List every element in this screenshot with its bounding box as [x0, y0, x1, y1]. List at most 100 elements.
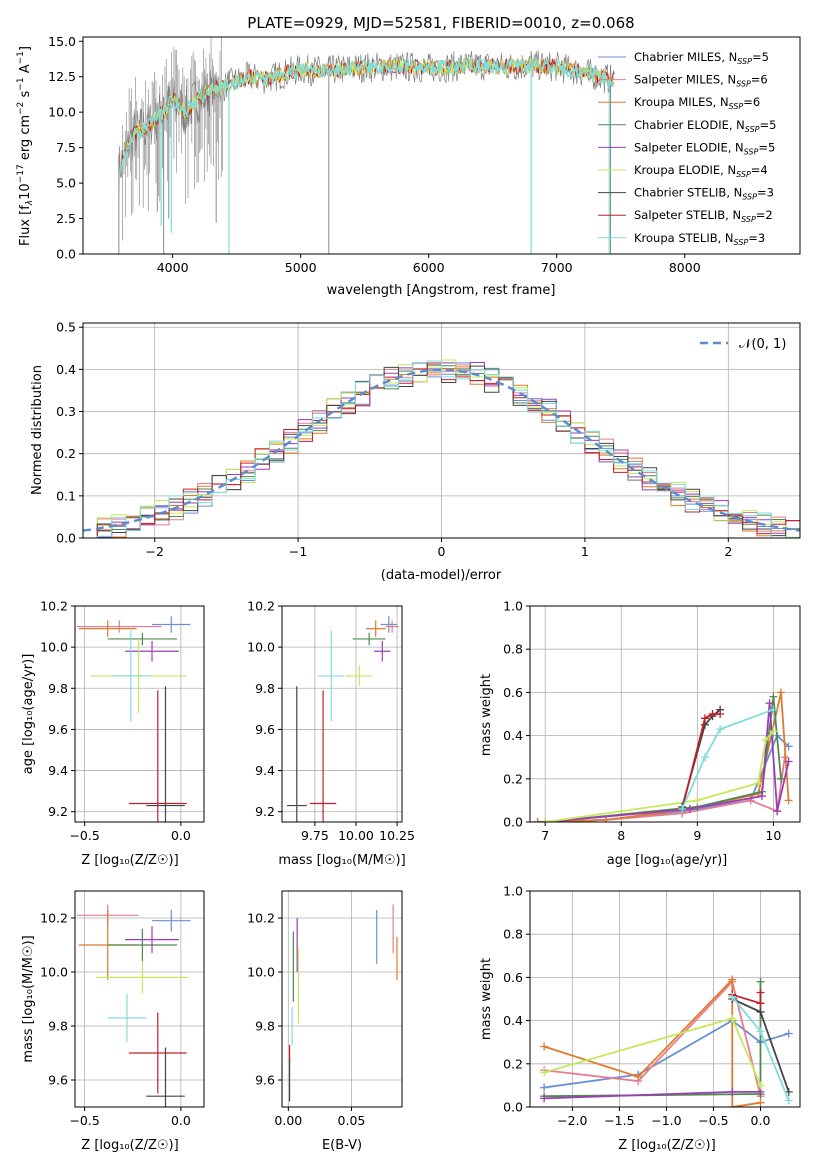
- x-tick-label: 10: [765, 828, 781, 843]
- weight-marker: [693, 796, 702, 805]
- legend-entry-kroupa_elodie: Kroupa ELODIE, NSSP=4: [634, 163, 768, 179]
- weight-marker: [708, 710, 717, 718]
- plot-area: [83, 359, 800, 538]
- errorbar-frame: [74, 605, 205, 823]
- weight-line: [681, 708, 774, 810]
- x-tick-label: 10.25: [379, 828, 415, 843]
- weight-marker: [533, 818, 542, 822]
- y-tick-label: 9.8: [48, 1019, 68, 1034]
- weight-marker: [756, 977, 765, 986]
- weight-age-x-label: age [log₁₀(age/yr)]: [607, 853, 728, 868]
- plot-area: [118, 37, 615, 254]
- x-tick-label: 0.05: [338, 1113, 366, 1128]
- errorbar-point-salpeter_stelib: [128, 690, 187, 822]
- y-tick-label: 0.6: [503, 685, 523, 700]
- errorbar-point-kroupa_miles: [78, 620, 137, 637]
- y-tick-label: 10.0: [40, 965, 68, 980]
- y-tick-label: 0.8: [503, 927, 523, 942]
- x-tick-label: −0.5: [698, 1113, 728, 1128]
- y-tick-label: 9.4: [48, 763, 68, 778]
- x-tick-label: 0.00: [274, 1113, 302, 1128]
- errorbar-point-chabrier_stelib: [286, 686, 307, 822]
- legend-suffix: =5: [760, 118, 777, 132]
- x-tick-label: 4000: [157, 260, 189, 275]
- y-tick-label: 0.2: [56, 446, 76, 461]
- grid-lines: [75, 891, 204, 1107]
- errorbar-frame: [281, 605, 403, 823]
- weight-marker: [756, 1007, 765, 1016]
- errorbar-point-chabrier_elodie: [107, 632, 178, 646]
- weight-marker: [784, 1029, 793, 1038]
- x-tick-label: −0.5: [69, 828, 99, 843]
- y-tick-label: 9.2: [48, 804, 68, 819]
- weight-z-y-label: mass weight: [479, 958, 494, 1040]
- legend-suffix: =6: [743, 95, 760, 109]
- y-label-part: A: [18, 64, 33, 77]
- y-tick-label: 10.0: [247, 640, 275, 655]
- plot-area: [540, 975, 793, 1107]
- y-tick-label: 0.0: [503, 815, 523, 830]
- errorbar-point-chabrier_miles: [152, 616, 191, 633]
- spectrum-x-label: wavelength [Angstrom, rest frame]: [327, 283, 556, 298]
- weight-marker: [769, 705, 778, 714]
- errorbar-point-chabrier_stelib: [146, 1047, 185, 1107]
- axes-decoration: 7 8 9 10 0.0 0.2 0.4 0.6 0.8 1.0: [503, 599, 801, 843]
- x-tick-label: 0: [438, 544, 446, 559]
- weight-marker: [754, 779, 763, 788]
- model-spectrum-kroupa_stelib: [120, 56, 615, 171]
- weight-marker: [728, 1014, 737, 1023]
- legend-subscript: SSP: [736, 170, 751, 179]
- errorbar-point-kroupa_miles: [365, 620, 386, 637]
- weight-series-kroupa_miles: [540, 975, 765, 1107]
- y-tick-label: 15.0: [48, 34, 76, 49]
- x-tick-label: 7: [541, 828, 549, 843]
- errorbar-point-kroupa_elodie: [346, 665, 373, 687]
- axes-decoration: 9.75 10.00 10.25 9.2 9.4 9.6 9.8 10.0 10.2: [247, 599, 415, 844]
- weight-marker: [700, 753, 709, 762]
- grid-lines: [282, 891, 402, 1107]
- y-tick-label: 9.6: [48, 722, 68, 737]
- y-label-part: λ: [25, 200, 35, 206]
- weight-marker: [756, 999, 765, 1008]
- errorbar-point-kroupa_elodie: [96, 961, 189, 994]
- x-tick-label: 7000: [541, 260, 573, 275]
- plot-area: [288, 904, 398, 1102]
- legend-entry-salpeter_elodie: Salpeter ELODIE, NSSP=5: [634, 140, 775, 156]
- weight-marker: [728, 1087, 737, 1096]
- weight-frame: [529, 605, 801, 823]
- age-mass-x-label: mass [log₁₀(M/M☉)]: [278, 853, 405, 868]
- y-tick-label: 0.1: [56, 488, 76, 503]
- y-tick-label: 0.4: [56, 362, 76, 377]
- residual-hist-kroupa_stelib: [83, 360, 800, 538]
- weight-series-kroupa_elodie: [541, 727, 778, 822]
- y-tick-label: 0.6: [503, 970, 523, 985]
- normal-curve: [83, 368, 800, 532]
- y-label-part: −2: [16, 102, 26, 115]
- weight-marker: [685, 805, 694, 814]
- y-tick-label: 9.6: [255, 722, 275, 737]
- errorbar-point-salpeter_stelib: [128, 1012, 187, 1094]
- y-tick-label: 9.8: [48, 681, 68, 696]
- x-tick-label: 9.75: [301, 828, 329, 843]
- age-vs-metallicity-panel: Z [log₁₀(Z/Z☉)] age [log₁₀(age/yr)] −0.5…: [21, 599, 205, 868]
- legend-entry-salpeter_miles: Salpeter MILES, NSSP=6: [634, 73, 768, 89]
- weight-series-kroupa_stelib: [678, 705, 778, 814]
- legend-subscript: SSP: [742, 193, 757, 202]
- y-tick-label: 0.8: [503, 642, 523, 657]
- x-tick-label: −2.0: [557, 1113, 587, 1128]
- legend-subscript: SSP: [734, 238, 749, 247]
- axes-decoration: −0.5 0.0 9.6 9.8 10.0 10.2: [40, 890, 205, 1128]
- y-label-part: 10: [18, 183, 33, 200]
- x-tick-label: 0.0: [751, 1113, 771, 1128]
- y-tick-label: 2.5: [56, 211, 76, 226]
- y-tick-label: 9.8: [255, 1019, 275, 1034]
- x-tick-label: 1: [581, 544, 589, 559]
- errorbar-frame: [281, 890, 403, 1108]
- residual-hist-salpeter_stelib: [83, 362, 800, 538]
- y-tick-label: 10.0: [247, 965, 275, 980]
- x-tick-label: −1: [289, 544, 307, 559]
- residual-hist-salpeter_miles: [83, 364, 800, 538]
- spectrum-frame: [82, 36, 801, 255]
- weight-marker: [634, 1072, 643, 1081]
